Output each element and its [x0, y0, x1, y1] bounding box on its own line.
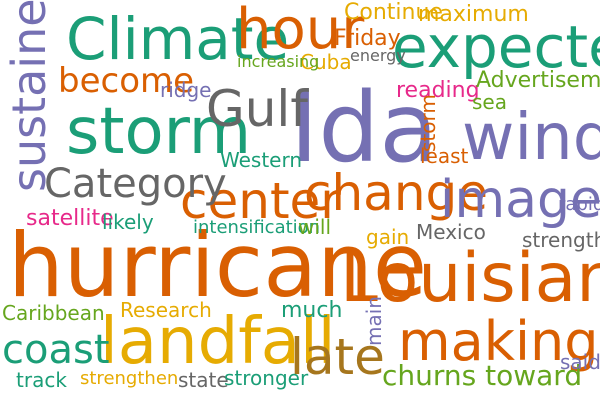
- word-maximum: maximum: [418, 4, 529, 26]
- word-churns-toward: churns toward: [382, 362, 582, 390]
- word-mexico: Mexico: [416, 222, 486, 242]
- word-likely: likely: [102, 212, 154, 232]
- word-energy: energy: [350, 48, 406, 64]
- word-increasing: increasing: [237, 54, 319, 70]
- word-track: track: [16, 370, 67, 390]
- word-strengthen: strengthen: [80, 370, 178, 388]
- word-state: state: [178, 370, 229, 390]
- word-least: least: [420, 146, 468, 166]
- word-coast: coast: [2, 330, 110, 370]
- word-caribbean: Caribbean: [2, 303, 105, 323]
- word-strength: strength: [522, 230, 600, 250]
- word-western: Western: [220, 150, 302, 170]
- word-rapid: rapid: [558, 196, 600, 214]
- word-satellite: satellite: [26, 208, 114, 230]
- word-gain: gain: [366, 227, 409, 247]
- word-sea: sea: [472, 92, 507, 112]
- word-winds: winds: [462, 106, 600, 170]
- word-advertisement: Advertisement: [476, 70, 600, 92]
- word-stronger: stronger: [224, 368, 308, 388]
- word-sustained: sustained: [6, 0, 52, 192]
- word-main: main: [364, 296, 384, 346]
- word-much: much: [281, 300, 342, 322]
- word-said: said: [560, 352, 600, 372]
- word-category: Category: [44, 164, 227, 204]
- word-research: Research: [120, 300, 212, 320]
- word-will: will: [298, 217, 331, 237]
- word-gulf: Gulf: [206, 84, 308, 134]
- word-ridge: ridge: [160, 80, 211, 100]
